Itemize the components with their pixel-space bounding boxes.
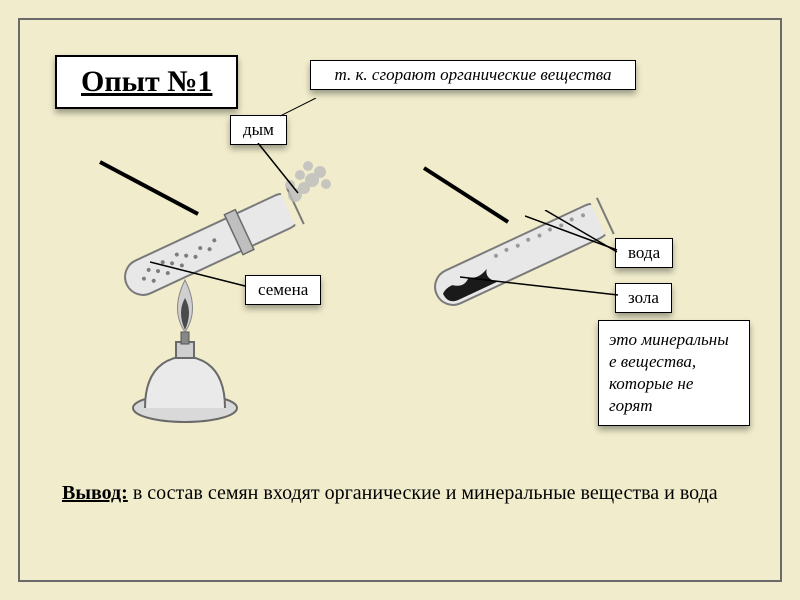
leader-seeds (150, 260, 250, 290)
leader-water (525, 210, 625, 265)
smoke-text: дым (243, 120, 274, 139)
burner-icon (133, 280, 237, 422)
leader-ash (460, 275, 620, 305)
water-text: вода (628, 243, 660, 262)
conclusion: Вывод: в состав семян входят органически… (62, 480, 740, 507)
smoke-label: дым (230, 115, 287, 145)
conclusion-text: в состав семян входят органические и мин… (128, 482, 718, 504)
title-text: Опыт №1 (81, 65, 212, 98)
ash-text: зола (628, 288, 659, 307)
leader-organic (280, 98, 330, 118)
mineral-callout: это минеральны е вещества, которые не го… (598, 320, 750, 426)
conclusion-lead: Вывод: (62, 482, 128, 504)
diagram-tube-burning (90, 160, 350, 440)
holder-icon-2 (424, 168, 508, 222)
mineral-text: это минеральны е вещества, которые не го… (609, 330, 729, 415)
title-box: Опыт №1 (55, 55, 238, 109)
ash-label: зола (615, 283, 672, 313)
organic-callout: т. к. сгорают органические вещества (310, 60, 636, 90)
organic-text: т. к. сгорают органические вещества (334, 65, 611, 84)
leader-smoke (250, 143, 310, 198)
holder-icon (100, 162, 198, 214)
